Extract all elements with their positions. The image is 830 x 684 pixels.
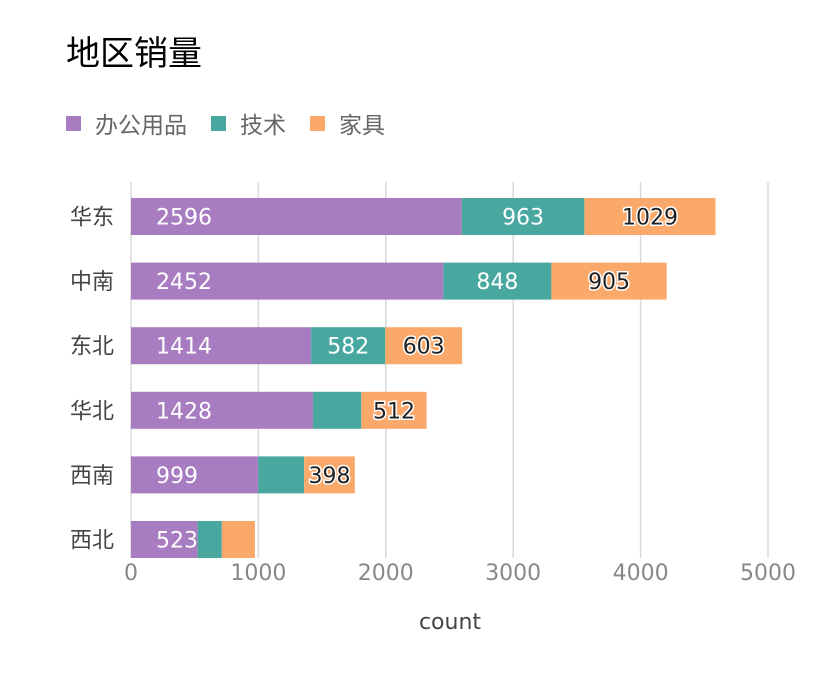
- x-tick-label-0: 0: [124, 561, 138, 586]
- data-label-2-0: 1414: [156, 335, 212, 360]
- bar-1-0[interactable]: [131, 262, 444, 300]
- bar-5-0[interactable]: [131, 521, 198, 558]
- bar-0-1[interactable]: [461, 198, 585, 235]
- x-tick-label-5: 5000: [740, 561, 796, 586]
- bar-4-0[interactable]: [131, 456, 259, 494]
- category-label-0: 华东: [70, 206, 114, 231]
- x-axis-title: count: [419, 610, 481, 635]
- legend-swatch-furniture: [310, 115, 325, 131]
- legend-label-tech: 技术: [240, 113, 286, 139]
- data-label-0-2: 1029: [622, 206, 678, 231]
- category-label-3: 华北: [70, 399, 114, 424]
- bar-1-1[interactable]: [443, 262, 552, 300]
- legend-item-furniture[interactable]: 家具: [310, 106, 385, 140]
- bar-2-1[interactable]: [311, 327, 386, 365]
- data-label-3-2: 512: [373, 399, 415, 424]
- x-tick-label-2: 2000: [358, 561, 414, 586]
- data-label-0-0: 2596: [156, 206, 212, 231]
- data-label-5-0: 523: [156, 529, 198, 554]
- bar-0-0[interactable]: [131, 198, 462, 235]
- legend-item-office[interactable]: 办公用品: [66, 106, 187, 140]
- data-label-0-1: 963: [502, 206, 544, 231]
- bar-4-1[interactable]: [258, 456, 305, 494]
- category-label-4: 西南: [70, 464, 114, 489]
- legend-label-office: 办公用品: [95, 113, 187, 139]
- bar-5-1[interactable]: [197, 521, 222, 558]
- bar-2-2[interactable]: [385, 327, 463, 365]
- category-label-5: 西北: [70, 529, 114, 554]
- data-label-3-0: 1428: [156, 399, 212, 424]
- x-tick-label-3: 3000: [485, 561, 541, 586]
- x-tick-label-1: 1000: [230, 561, 286, 586]
- data-label-2-2: 603: [403, 335, 445, 360]
- bar-5-2[interactable]: [221, 521, 255, 558]
- legend-swatch-tech: [211, 115, 226, 131]
- bar-3-0[interactable]: [131, 391, 313, 429]
- bar-0-2[interactable]: [584, 198, 716, 235]
- data-label-1-1: 848: [476, 270, 518, 295]
- bar-3-2[interactable]: [361, 391, 427, 429]
- legend-item-tech[interactable]: 技术: [211, 106, 286, 140]
- chart-title: 地区销量: [66, 34, 202, 74]
- x-tick-label-4: 4000: [613, 561, 669, 586]
- bar-2-0[interactable]: [131, 327, 312, 365]
- legend-swatch-office: [66, 115, 81, 131]
- bar-4-2[interactable]: [304, 456, 355, 494]
- data-label-4-0: 999: [156, 464, 198, 489]
- data-label-1-2: 905: [588, 270, 630, 295]
- legend: 办公用品 技术 家具: [66, 106, 409, 140]
- bar-3-1[interactable]: [312, 391, 362, 429]
- category-label-2: 东北: [70, 335, 114, 360]
- data-label-1-0: 2452: [156, 270, 212, 295]
- bar-1-2[interactable]: [551, 262, 667, 300]
- data-label-2-1: 582: [327, 335, 369, 360]
- category-label-1: 中南: [70, 270, 114, 295]
- legend-label-furniture: 家具: [339, 113, 385, 139]
- data-label-4-2: 398: [308, 464, 350, 489]
